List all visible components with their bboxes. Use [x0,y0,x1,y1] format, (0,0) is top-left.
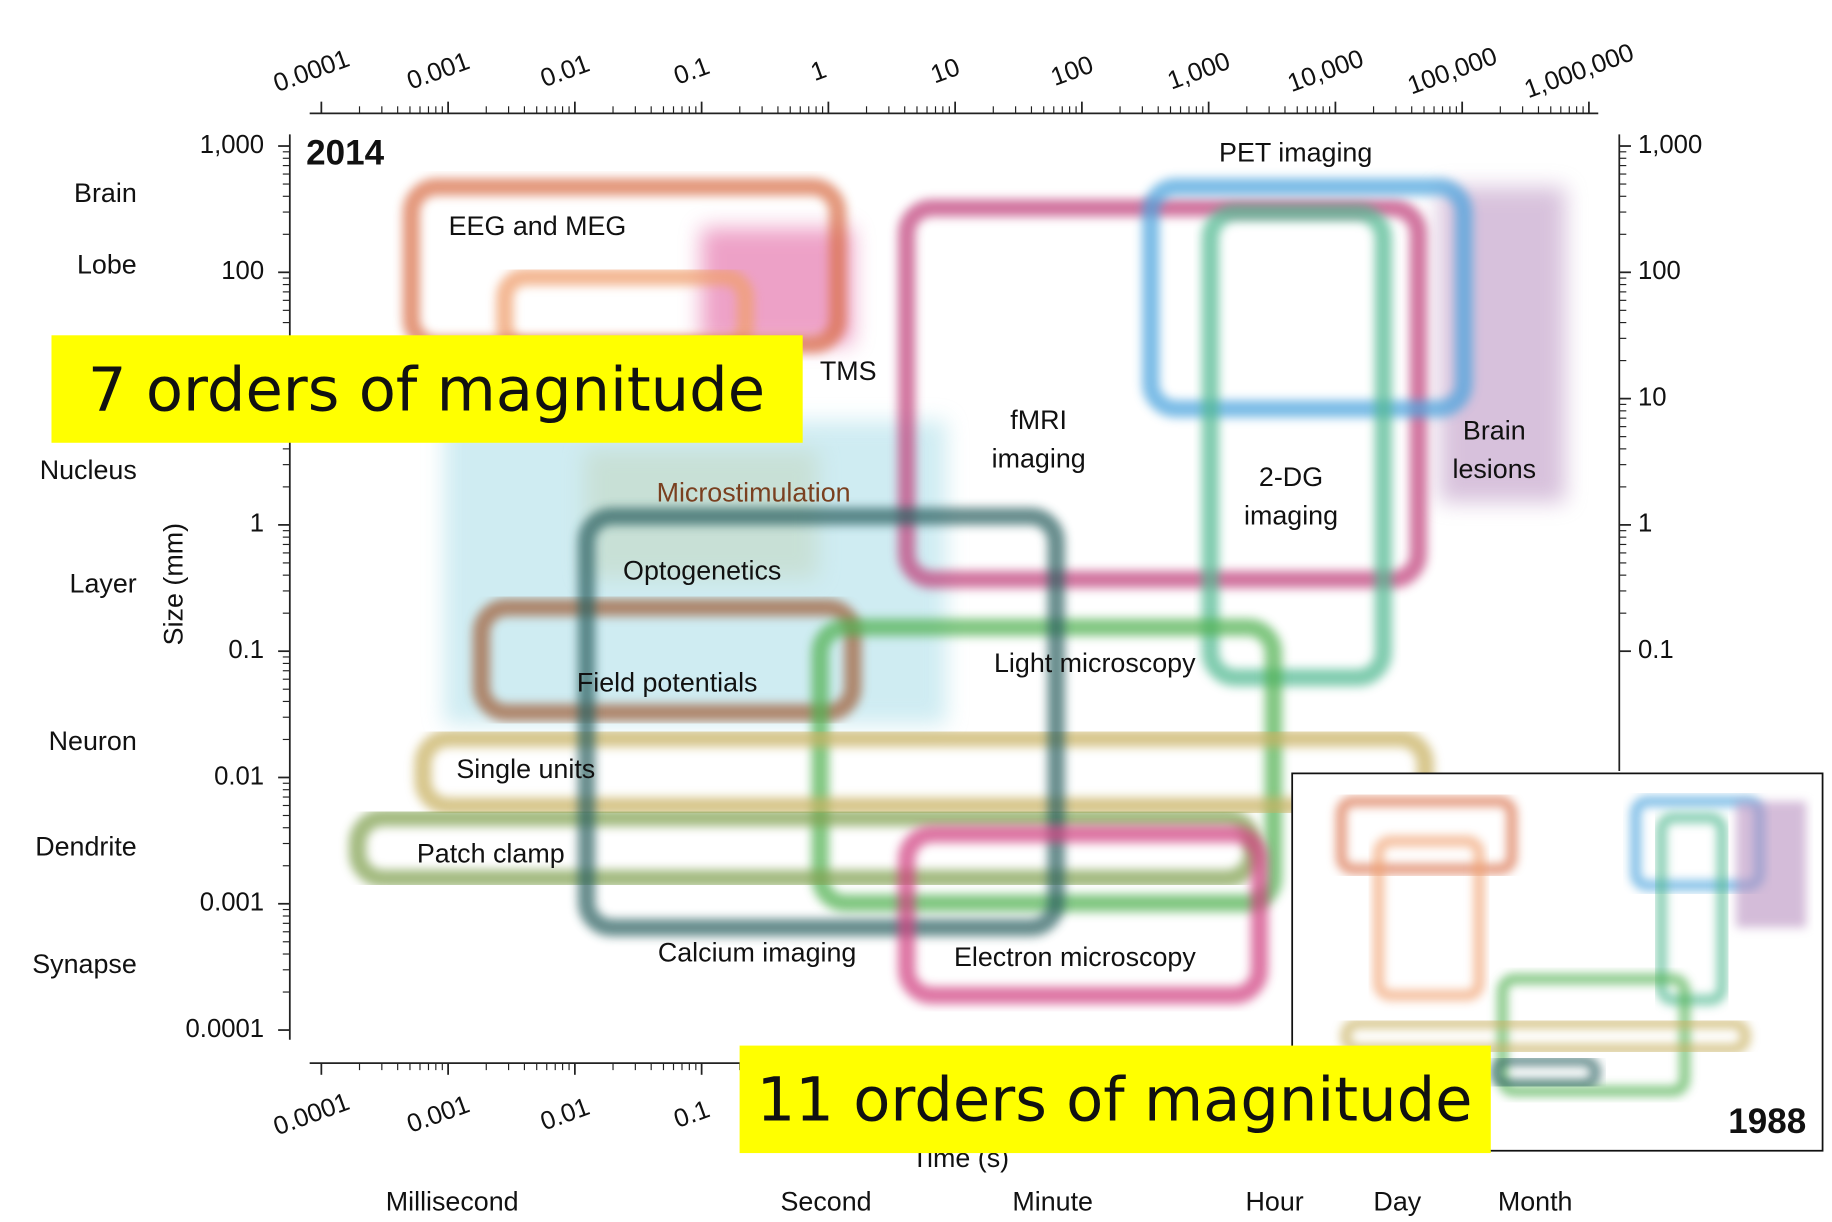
method-label: Field potentials [577,668,758,698]
size-scale-label: Neuron [49,726,137,756]
right-tick-label: 1,000 [1638,131,1702,159]
method-label: Brain [1463,415,1526,445]
callout-text: 11 orders of magnitude [757,1066,1473,1136]
time-scale-label: Second [780,1186,871,1216]
callout-text: 7 orders of magnitude [88,355,765,425]
inset-outline [1373,835,1485,1001]
right-tick-label: 0.1 [1638,636,1674,664]
inset-outline [1335,796,1518,875]
bottom-tick-label: 0.1 [670,1095,713,1134]
size-scale-label: Lobe [77,249,137,279]
method-label: lesions [1452,454,1536,484]
top-tick-label: 1,000,000 [1521,39,1638,104]
method-label: Microstimulation [657,477,851,507]
inset-region [1736,801,1807,928]
size-scale-label: Layer [70,568,137,598]
top-tick-label: 0.1 [670,52,713,91]
bottom-tick-label: 0.01 [537,1093,594,1136]
method-outline [414,729,1435,815]
method-label: Calcium imaging [658,938,857,968]
time-scale-label: Millisecond [386,1186,519,1216]
inset-outline [1340,1018,1751,1055]
top-tick-label: 10,000 [1284,45,1367,98]
method-region [701,227,853,345]
top-tick-label: 0.0001 [270,45,353,98]
method-outline [1201,203,1393,687]
bottom-tick-label: 0.001 [403,1090,473,1138]
time-scale-label: Day [1373,1186,1421,1216]
method-region [444,420,947,725]
year-label: 2014 [306,134,384,173]
top-tick-label: 100,000 [1404,42,1501,100]
inset-outline [1656,812,1728,1006]
left-tick-label: 100 [221,257,264,285]
inset-outline [1490,1055,1602,1090]
method-outline [1142,178,1473,418]
method-outline [897,825,1269,1005]
method-outline [897,199,1428,589]
right-tick-label: 10 [1638,383,1667,411]
top-tick-label: 1 [807,56,830,87]
method-label: fMRI [1010,405,1067,435]
year-label: 1988 [1728,1102,1806,1141]
left-tick-label: 0.001 [200,889,264,917]
size-scale-label: Dendrite [35,831,137,861]
method-label: 2-DG [1259,462,1323,492]
method-label: Patch clamp [417,838,565,868]
top-tick-label: 0.001 [403,47,473,95]
top-tick-label: 1,000 [1164,47,1234,95]
left-tick-label: 0.0001 [186,1015,265,1043]
size-scale-label: Brain [74,178,137,208]
top-tick-label: 10 [927,53,963,89]
method-outline [472,598,862,722]
method-label: Single units [456,754,595,784]
left-tick-label: 0.1 [228,636,264,664]
time-scale-label: Hour [1246,1186,1304,1216]
method-label: TMS [820,356,877,386]
method-label: Optogenetics [623,556,781,586]
right-tick-label: 1 [1638,510,1652,538]
method-label: imaging [1244,501,1338,531]
left-tick-label: 1,000 [200,131,264,159]
right-tick-label: 100 [1638,257,1681,285]
size-scale-label: Nucleus [40,455,137,485]
method-label: EEG and MEG [449,211,627,241]
left-tick-label: 1 [250,510,264,538]
method-label: Electron microscopy [954,942,1196,972]
size-scale-label: Synapse [32,949,137,979]
method-outline [577,507,1065,937]
inset-outline [1497,973,1690,1097]
top-tick-label: 100 [1047,51,1097,92]
left-tick-label: 0.01 [214,762,264,790]
time-scale-label: Month [1498,1186,1573,1216]
method-label: Light microscopy [994,648,1196,678]
callout-box [51,335,803,443]
top-tick-label: 0.01 [537,50,594,93]
axis-title: Size (mm) [158,523,188,645]
bottom-tick-label: 0.0001 [270,1088,353,1141]
callout-box [739,1045,1491,1154]
time-scale-label: Minute [1012,1186,1093,1216]
method-label: PET imaging [1219,137,1372,167]
method-label: imaging [992,443,1086,473]
method-outline [811,618,1283,912]
